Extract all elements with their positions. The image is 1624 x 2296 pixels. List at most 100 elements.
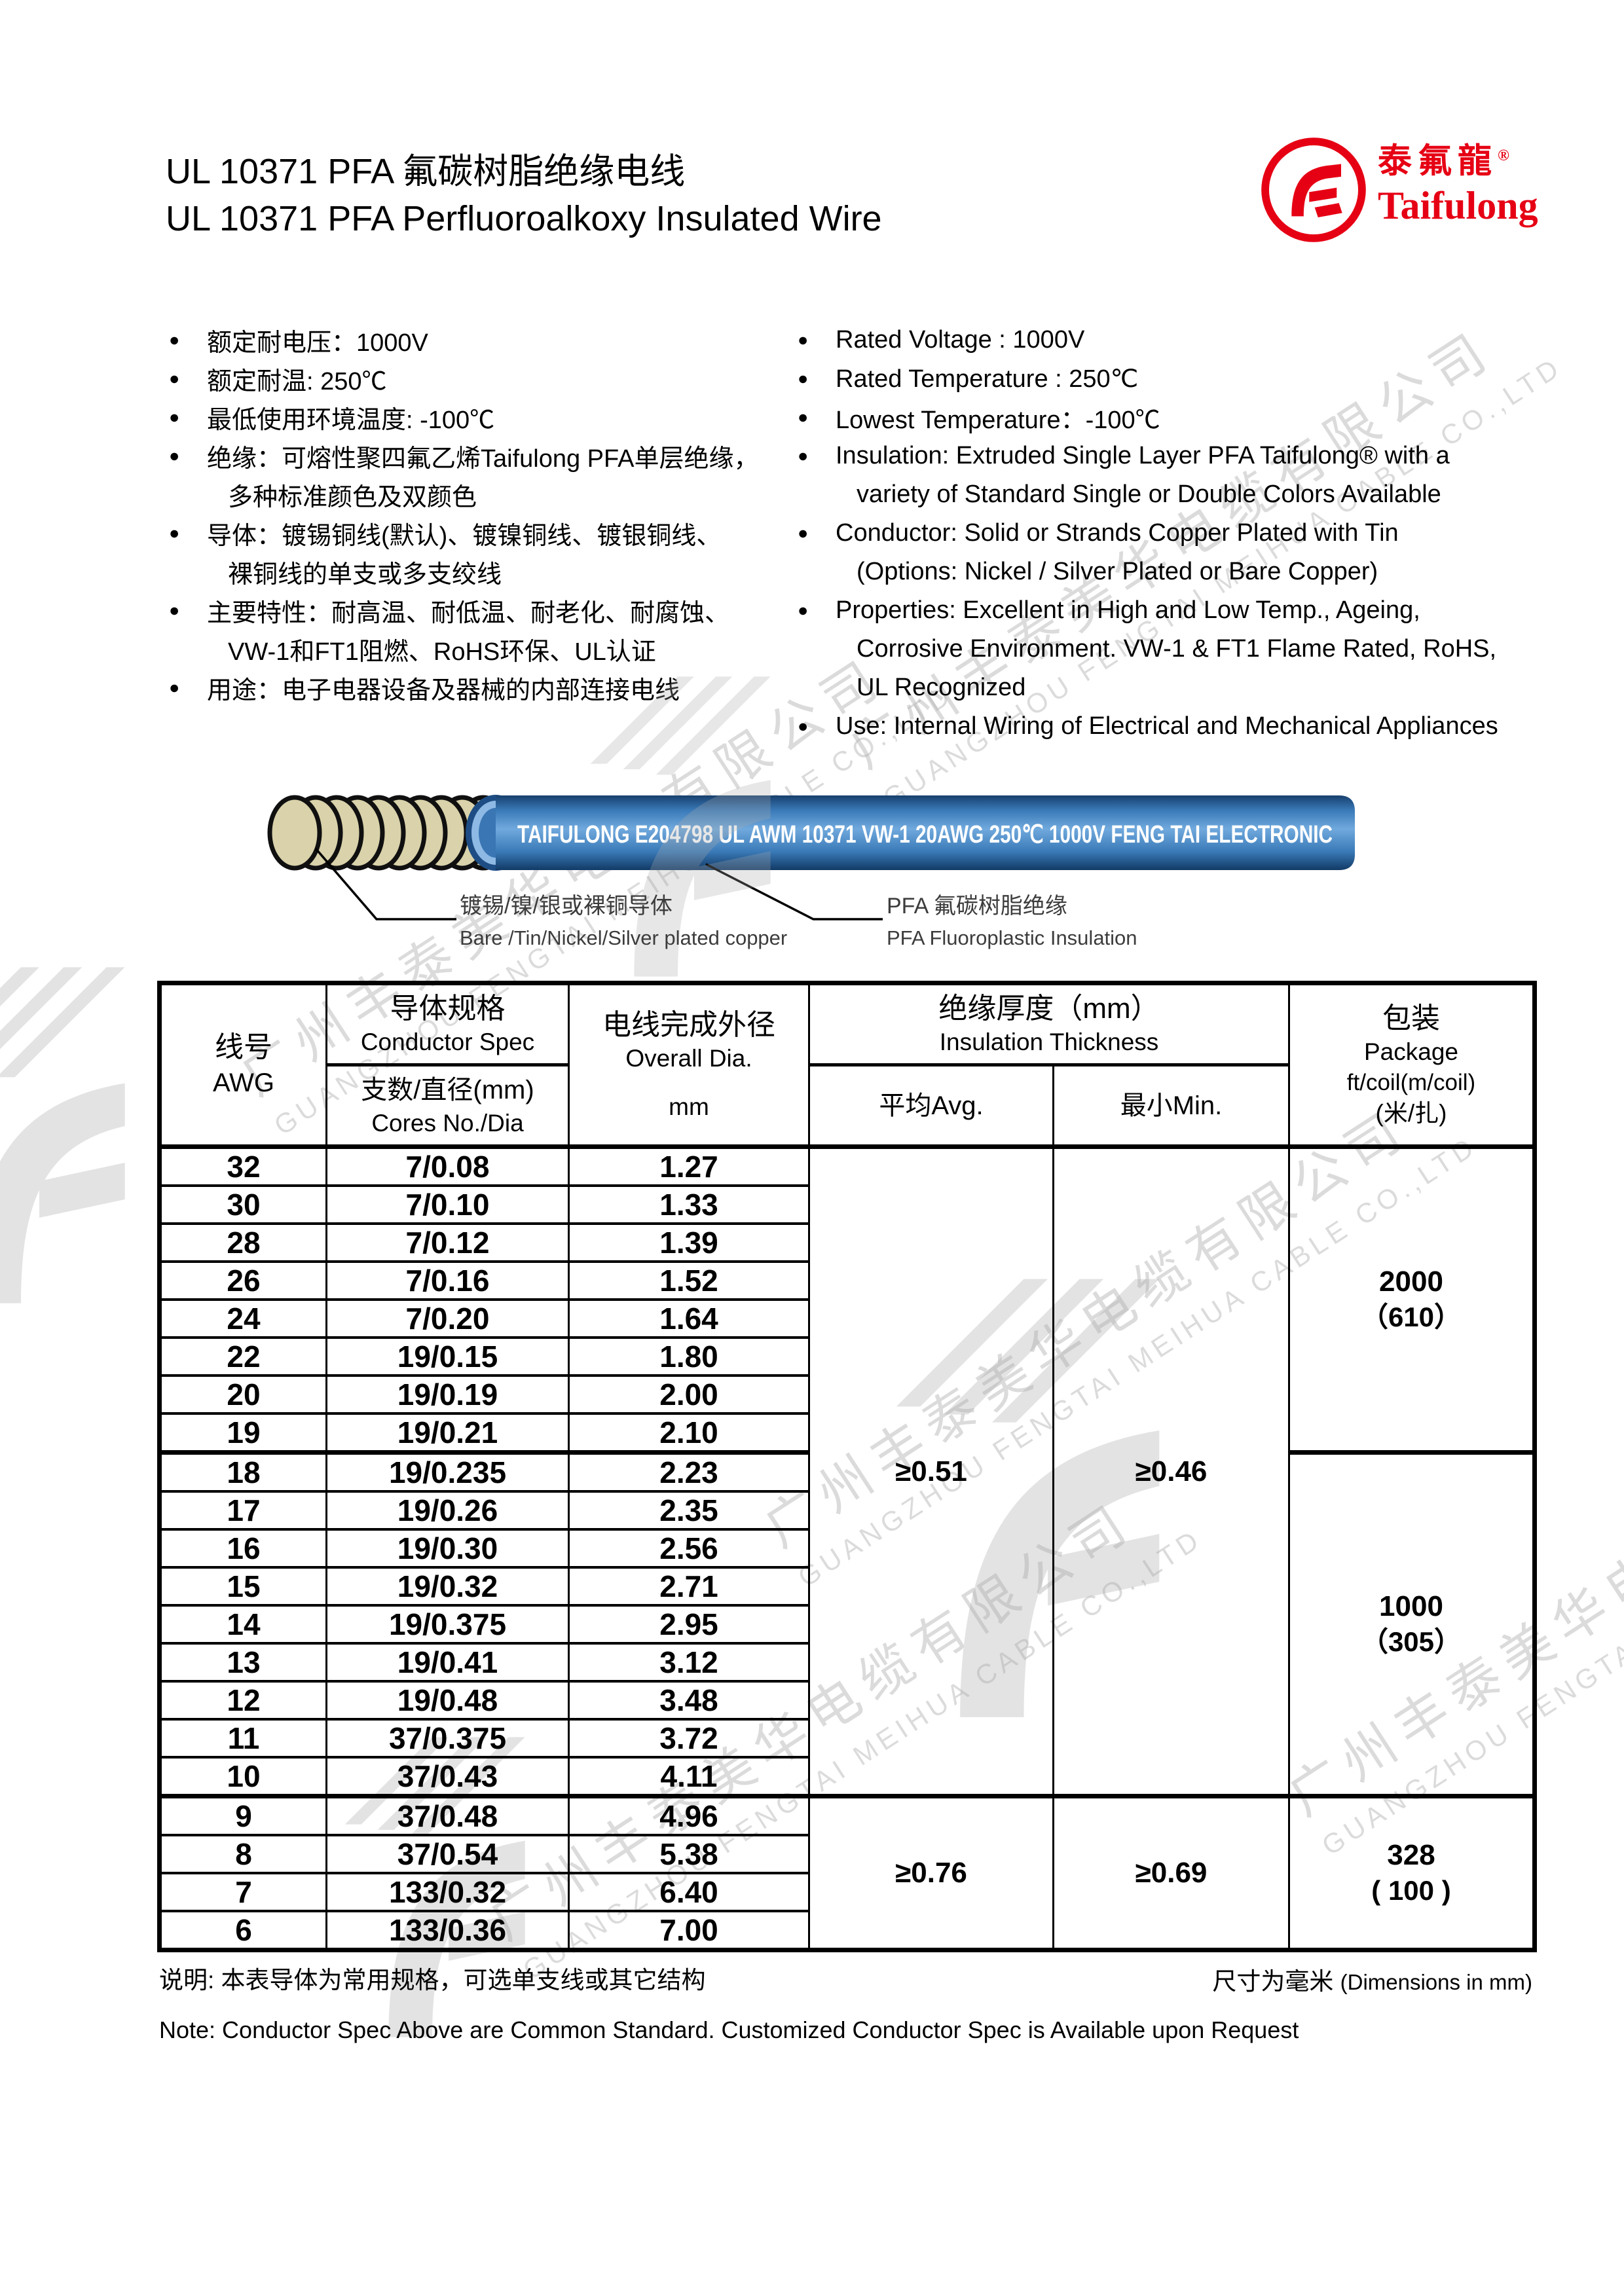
table-row: 10 37/0.43 4.11 <box>158 1756 1535 1798</box>
table-cell: 3.48 <box>568 1680 810 1721</box>
table-cell: 4.11 <box>568 1756 810 1798</box>
table-cell: 19/0.15 <box>325 1336 570 1377</box>
col-header-avg: 平均Avg. <box>808 1063 1054 1148</box>
callout-conductor-zh: 镀锡/镍/银或裸铜导体 <box>460 894 673 919</box>
table-cell: 7.00 <box>568 1910 810 1952</box>
cable-print-label: TAIFULONG E204798 UL AWM 10371 VW-1 20AW… <box>517 821 1333 848</box>
page-title-en: UL 10371 PFA Perfluoroalkoxy Insulated W… <box>166 199 882 238</box>
package-qty-metric: （610） <box>1360 1302 1462 1332</box>
table-cell: 133/0.32 <box>325 1872 570 1912</box>
table-cell: 28 <box>158 1222 327 1263</box>
header-cores-zh: 支数/直径(mm) <box>361 1075 534 1104</box>
table-row: 11 37/0.375 3.72 <box>158 1718 1535 1758</box>
spec-table: 线号 AWG 导体规格 Conductor Spec 电线完成外径 Overal… <box>157 981 1537 1952</box>
table-cell: 2.56 <box>568 1528 810 1569</box>
table-row: 7 133/0.32 6.40 <box>158 1872 1535 1912</box>
table-cell: 11 <box>158 1718 327 1758</box>
table-row: 28 7/0.12 1.39 <box>158 1222 1535 1263</box>
table-cell: 22 <box>158 1336 327 1377</box>
header-avg: 平均Avg. <box>879 1091 984 1120</box>
table-cell: 15 <box>158 1566 327 1607</box>
table-cell-package: 328 ( 100 ) <box>1288 1794 1536 1952</box>
table-row: 18 19/0.235 2.23 1000 （305） <box>158 1450 1536 1798</box>
list-item: ● Conductor: Solid or Strands Copper Plat… <box>798 514 1498 553</box>
table-row: 20 19/0.19 2.00 <box>158 1374 1535 1415</box>
callout-conductor: 镀锡/镍/银或裸铜导体 Bare /Tin/Nickel/Silver plat… <box>460 888 787 950</box>
table-cell: 9 <box>158 1794 327 1836</box>
table-cell: 2.95 <box>568 1604 810 1645</box>
col-header-conductor: 导体规格 Conductor Spec <box>325 981 570 1066</box>
bullet-icon: ● <box>798 330 809 350</box>
table-cell: 2.00 <box>568 1374 810 1415</box>
table-cell: 5.38 <box>568 1834 810 1874</box>
table-cell: 20 <box>158 1374 327 1415</box>
package-qty: 1000 <box>1379 1590 1443 1622</box>
col-header-overall-dia: 电线完成外径 Overall Dia. mm <box>568 981 810 1148</box>
col-header-cores: 支数/直径(mm) Cores No./Dia <box>325 1063 570 1148</box>
col-header-min: 最小Min. <box>1052 1063 1290 1148</box>
table-cell: 19/0.30 <box>325 1528 570 1569</box>
callout-insulation-zh: PFA 氟碳树脂绝缘 <box>887 894 1067 919</box>
table-cell: 133/0.36 <box>325 1910 570 1952</box>
table-cell-insulation-avg: ≥0.76 <box>808 1794 1054 1952</box>
list-item: ●UL Recognized <box>798 668 1498 707</box>
table-row: 19 19/0.21 2.10 <box>158 1412 1535 1454</box>
table-row: 17 19/0.26 2.35 <box>158 1490 1535 1531</box>
table-cell: 1.27 <box>568 1144 810 1187</box>
table-row: 6 133/0.36 7.00 <box>158 1910 1535 1952</box>
bullet-icon: ● <box>169 523 180 543</box>
logo-zh-text: 泰氟龍 <box>1378 143 1498 181</box>
table-row: 8 37/0.54 5.38 <box>158 1834 1535 1874</box>
table-row: 26 7/0.16 1.52 <box>158 1260 1535 1301</box>
table-cell: 2.71 <box>568 1566 810 1607</box>
bullet-icon: ● <box>798 369 809 388</box>
table-cell: 37/0.43 <box>325 1756 570 1798</box>
list-item: ● 主要特性：耐高温、耐低温、耐老化、耐腐蚀、 <box>169 591 758 630</box>
feature-text: 最低使用环境温度: -100℃ <box>207 407 495 434</box>
header-min: 最小Min. <box>1120 1091 1223 1120</box>
header-package-zh: 包装 <box>1382 1002 1440 1034</box>
features-en-list: ● Rated Voltage : 1000V ● Rated Temperature… <box>798 321 1498 746</box>
table-row: 14 19/0.375 2.95 <box>158 1604 1535 1645</box>
list-item: ● Rated Voltage : 1000V <box>798 321 1498 359</box>
list-item: ●(Options: Nickel / Silver Plated or Bar… <box>798 553 1498 591</box>
callout-conductor-en: Bare /Tin/Nickel/Silver plated copper <box>460 926 788 949</box>
list-item: ● 用途：电子电器设备及器械的内部连接电线 <box>169 668 758 707</box>
table-cell-package: 1000 （305） <box>1288 1450 1536 1798</box>
feature-text: 额定耐电压：1000V <box>207 329 428 357</box>
page-title-zh: UL 10371 PFA 氟碳树脂绝缘电线 <box>166 152 686 191</box>
table-cell: 6 <box>158 1910 327 1952</box>
feature-text: Rated Voltage : 1000V <box>836 326 1085 354</box>
header-awg-zh: 线号 <box>215 1030 272 1063</box>
col-header-insulation: 绝缘厚度（mm） Insulation Thickness <box>808 981 1290 1066</box>
table-cell: 18 <box>158 1450 327 1493</box>
bullet-icon: ● <box>798 523 809 543</box>
table-cell: 24 <box>158 1298 327 1339</box>
feature-text: 额定耐温: 250℃ <box>207 368 387 395</box>
table-cell: 12 <box>158 1680 327 1721</box>
list-item: ●裸铜线的单支或多支绞线 <box>169 553 758 591</box>
list-item: ● Lowest Temperature：-100℃ <box>798 398 1498 437</box>
list-item: ●Corrosive Environment. VW-1 & FT1 Flame… <box>798 630 1498 668</box>
header-awg-en: AWG <box>212 1068 275 1097</box>
table-cell-package: 2000 （610） <box>1288 1144 1536 1454</box>
header-insulation-zh: 绝缘厚度（mm） <box>938 992 1160 1025</box>
table-cell: 19 <box>158 1412 327 1454</box>
table-row: 15 19/0.32 2.71 <box>158 1566 1535 1607</box>
table-cell-insulation-avg: ≥0.51 <box>808 1144 1054 1798</box>
table-row: 24 7/0.20 1.64 <box>158 1298 1535 1339</box>
list-item: ●variety of Standard Single or Double Co… <box>798 475 1498 514</box>
table-cell: 1.39 <box>568 1222 810 1263</box>
table-cell: 14 <box>158 1604 327 1645</box>
table-cell: 19/0.41 <box>325 1642 570 1683</box>
table-cell: 19/0.19 <box>325 1374 570 1415</box>
table-cell: 7/0.08 <box>325 1144 570 1187</box>
header-conductor-en: Conductor Spec <box>360 1028 535 1055</box>
header-conductor-zh: 导体规格 <box>390 992 506 1025</box>
bullet-icon: ● <box>798 716 809 736</box>
table-cell: 2.10 <box>568 1412 810 1454</box>
table-cell: 6.40 <box>568 1872 810 1912</box>
table-cell: 16 <box>158 1528 327 1569</box>
header-package-unit: ft/coil(m/coil) <box>1346 1069 1476 1095</box>
company-logo: 泰氟龍® Taifulong <box>1259 135 1538 245</box>
